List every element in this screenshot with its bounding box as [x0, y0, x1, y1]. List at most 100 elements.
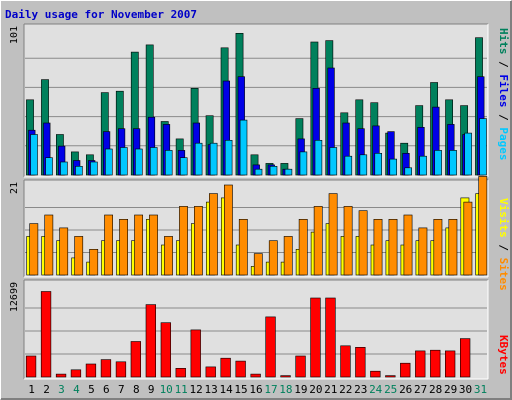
day-label-5: 5: [88, 383, 95, 396]
day-label-20: 20: [309, 383, 322, 396]
bar-pages-day-1: [30, 134, 38, 176]
day-labels: 1 2 3 4 5 6 7 8 9 10 11 12 13 14 15 16 17 18 19 20 21 22 23 24 2…: [28, 383, 487, 396]
bar-kbytes-day-5: [85, 363, 97, 378]
bar-kbytes-day-27: [415, 350, 426, 378]
bar-pages-day-30: [464, 132, 472, 176]
day-label-16: 16: [249, 383, 262, 396]
bar-sites-day-6: [104, 214, 113, 276]
bar-pages-day-19: [299, 151, 308, 176]
bar-pages-day-10: [165, 150, 173, 176]
bar-kbytes-day-2: [40, 291, 52, 378]
bar-pages-day-12: [194, 142, 203, 176]
bar-sites-day-8: [134, 214, 143, 276]
bar-pages-day-18: [284, 168, 293, 176]
panel-kbytes: 12699 KBytes: [9, 279, 510, 380]
bar-sites-day-26: [403, 214, 413, 276]
legend-hits-files-pages: Hits / Files / Pages: [497, 28, 510, 161]
bar-kbytes-day-17: [265, 316, 276, 378]
bar-sites-day-13: [209, 193, 218, 276]
bar-sites-day-22: [343, 206, 353, 276]
day-label-15: 15: [234, 383, 247, 396]
legend-kbytes: KBytes: [497, 335, 510, 375]
day-label-6: 6: [103, 383, 110, 396]
bar-kbytes-day-12: [190, 329, 201, 378]
bar-kbytes-day-7: [115, 361, 127, 378]
day-label-23: 23: [354, 383, 367, 396]
legend-part: Sites: [497, 258, 510, 291]
bar-kbytes-day-8: [130, 341, 141, 378]
day-label-18: 18: [279, 383, 292, 396]
bar-pages-day-6: [105, 148, 113, 176]
bar-sites-day-2: [44, 214, 54, 276]
day-label-12: 12: [189, 383, 202, 396]
bar-kbytes-day-18: [280, 375, 291, 378]
bar-kbytes-day-3: [55, 373, 67, 378]
day-label-10: 10: [160, 383, 173, 396]
legend-part: Visits: [497, 198, 510, 238]
day-label-11: 11: [175, 383, 188, 396]
bar-sites-day-27: [418, 227, 428, 276]
bar-pages-day-2: [45, 157, 53, 176]
bar-pages-day-7: [120, 147, 128, 176]
bar-kbytes-day-13: [205, 366, 216, 378]
bar-kbytes-day-9: [145, 304, 156, 378]
bar-pages-day-27: [419, 155, 427, 176]
legend-part: /: [497, 55, 510, 75]
legend-part: Files: [497, 74, 510, 107]
legend-part: /: [497, 238, 510, 258]
bar-sites-day-16: [253, 253, 263, 276]
bar-sites-day-28: [433, 219, 443, 276]
day-label-28: 28: [429, 383, 442, 396]
bar-pages-day-4: [75, 166, 83, 176]
bar-pages-day-20: [314, 140, 323, 176]
bar-pages-day-26: [404, 167, 412, 176]
bar-pages-day-25: [389, 158, 397, 176]
bar-pages-day-17: [269, 166, 278, 176]
day-label-24: 24: [369, 383, 383, 396]
day-label-4: 4: [73, 383, 80, 396]
bar-pages-day-3: [60, 161, 68, 176]
bar-kbytes-day-4: [70, 369, 82, 378]
bar-kbytes-day-1: [25, 355, 37, 378]
bar-sites-day-9: [149, 214, 158, 276]
day-label-30: 30: [459, 383, 472, 396]
bar-sites-day-25: [388, 219, 398, 276]
day-label-25: 25: [384, 383, 397, 396]
day-label-29: 29: [444, 383, 457, 396]
bar-pages-day-11: [180, 157, 188, 176]
day-label-13: 13: [204, 383, 217, 396]
bar-kbytes-day-6: [100, 359, 112, 378]
bar-kbytes-day-25: [385, 375, 396, 378]
bar-pages-day-31: [479, 118, 487, 176]
bar-pages-day-9: [150, 147, 158, 176]
bar-sites-day-20: [313, 206, 323, 276]
bar-kbytes-day-26: [400, 362, 411, 378]
y-max-label: 21: [9, 182, 20, 194]
y-max-label: 101: [9, 26, 20, 44]
day-label-2: 2: [43, 383, 50, 396]
bar-kbytes-day-28: [430, 349, 441, 378]
bar-pages-day-8: [135, 148, 143, 176]
bar-kbytes-day-29: [444, 350, 456, 378]
bar-pages-day-16: [254, 168, 263, 176]
bar-kbytes-day-30: [459, 338, 471, 378]
day-label-19: 19: [294, 383, 307, 396]
bar-sites-day-11: [179, 206, 188, 276]
day-label-7: 7: [118, 383, 125, 396]
bar-kbytes-day-11: [175, 367, 186, 378]
y-max-label: 12699: [9, 282, 20, 312]
bar-sites-day-18: [283, 236, 293, 276]
panel-visits-sites: 21 Visits / Sites: [9, 176, 510, 291]
day-label-8: 8: [133, 383, 140, 396]
legend-visits-sites: Visits / Sites: [497, 198, 510, 291]
bar-sites-day-21: [328, 193, 338, 276]
bar-sites-day-29: [448, 219, 458, 276]
panel-hits-files-pages: 101 Hits / Files / Pages: [9, 23, 510, 178]
bar-pages-day-24: [374, 153, 382, 176]
bar-sites-day-5: [89, 249, 99, 276]
legend-part: /: [497, 108, 510, 128]
bar-pages-day-14: [224, 140, 233, 176]
chart-title: Daily usage for November 2007: [5, 8, 197, 21]
